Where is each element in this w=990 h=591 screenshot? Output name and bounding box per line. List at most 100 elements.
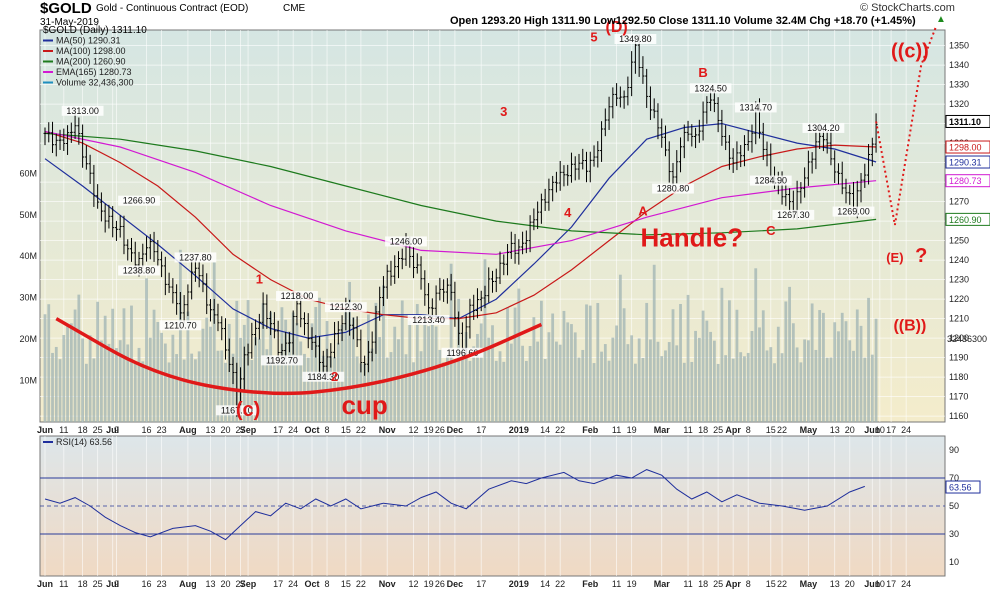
volume-bar — [806, 340, 810, 422]
x-tick-label: Oct — [304, 425, 319, 435]
volume-bar — [393, 326, 397, 422]
volume-bar — [690, 361, 694, 422]
volume-bar — [600, 351, 603, 422]
volume-bar — [412, 362, 415, 422]
volume-bar — [596, 302, 600, 422]
volume-bar — [306, 357, 310, 422]
volume-bar — [852, 350, 855, 422]
volume-bar — [382, 285, 385, 422]
price-tick-label: 1160 — [949, 411, 968, 421]
volume-bar — [626, 344, 630, 422]
volume-bar — [679, 303, 682, 422]
x-tick-label: Jun — [37, 425, 53, 435]
value-tag — [945, 155, 990, 169]
x-tick-label: 24 — [901, 425, 911, 435]
price-tick-label: 1230 — [949, 275, 969, 285]
volume-bar — [212, 262, 216, 422]
volume-bar — [62, 335, 66, 422]
stockcharts-watermark: © StockCharts.com — [860, 2, 955, 14]
volume-bar — [551, 313, 555, 422]
wave-annotation: ((c)) — [891, 40, 929, 62]
volume-bar — [163, 343, 167, 422]
volume-bar — [822, 312, 825, 422]
value-tag — [945, 114, 990, 128]
volume-bar — [829, 357, 833, 422]
value-tag — [945, 212, 990, 226]
volume-bar — [735, 309, 739, 422]
volume-bar — [449, 263, 453, 422]
volume-bar — [427, 326, 430, 422]
volume-bar — [637, 338, 641, 422]
volume-bar — [54, 346, 58, 422]
volume-bar — [389, 352, 393, 422]
price-label-bg — [689, 83, 732, 94]
wave-annotation: 2 — [331, 369, 338, 384]
x-tick-label: 9 — [114, 425, 119, 435]
volume-bar — [712, 340, 716, 422]
volume-bar — [137, 347, 141, 422]
price-label-bg — [302, 371, 345, 382]
volume-bar — [656, 341, 660, 422]
volume-bar — [498, 351, 502, 422]
volume-bar — [419, 351, 423, 422]
volume-bar — [776, 326, 780, 422]
x-tick-label: Dec — [447, 425, 464, 435]
value-tag — [945, 174, 990, 188]
volume-bar — [51, 352, 54, 422]
chart-name: Gold - Continuous Contract (EOD) — [96, 3, 249, 14]
volume-bar — [122, 308, 126, 422]
volume-bar — [562, 310, 566, 422]
rsi-x-tick-label: 11 — [612, 579, 621, 589]
x-tick-label: 12 — [409, 425, 419, 435]
rsi-x-tick-label: Mar — [654, 579, 671, 589]
volume-bar — [92, 358, 96, 422]
wave-annotation: cup — [342, 390, 388, 420]
volume-tick-label: 10M — [19, 376, 37, 386]
volume-bar — [348, 281, 352, 422]
volume-bar — [577, 357, 581, 422]
x-tick-label: 27 — [236, 425, 246, 435]
x-tick-label: 11 — [59, 425, 68, 435]
volume-bar — [363, 363, 367, 422]
volume-bar — [314, 307, 318, 422]
volume-bar — [479, 323, 483, 422]
wave-annotation: 1 — [256, 272, 263, 287]
x-tick-label: Feb — [582, 425, 599, 435]
volume-bar — [581, 349, 585, 422]
volume-bar — [709, 331, 713, 422]
x-tick-label: 19 — [424, 425, 434, 435]
x-tick-label: 22 — [356, 425, 366, 435]
rsi-x-tick-label: 22 — [777, 579, 787, 589]
volume-bar — [100, 340, 103, 422]
volume-bar — [295, 322, 299, 422]
volume-bar — [408, 321, 412, 422]
legend-entry: MA(100) 1298.00 — [56, 46, 126, 56]
wave-annotation: ? — [915, 245, 927, 267]
legend-entry: $GOLD (Daily) 1311.10 — [43, 25, 147, 36]
legend-entry: MA(200) 1260.90 — [56, 57, 126, 67]
volume-bar — [175, 354, 179, 422]
volume-bar — [848, 340, 852, 422]
volume-bar — [697, 337, 701, 422]
volume-bar — [321, 355, 325, 422]
x-tick-label: 16 — [142, 425, 152, 435]
rsi-x-tick-label: 11 — [59, 579, 68, 589]
volume-bar — [423, 314, 427, 422]
x-tick-label: Jul — [106, 425, 119, 435]
value-tag-label: 1311.10 — [949, 117, 981, 127]
volume-bar — [88, 335, 92, 422]
volume-bar — [303, 353, 306, 422]
rsi-x-tick-label: 14 — [540, 579, 550, 589]
volume-bar — [201, 328, 205, 422]
volume-bar — [378, 337, 382, 422]
rsi-x-tick-label: Jun — [864, 579, 880, 589]
x-tick-label: 20 — [845, 425, 855, 435]
volume-bar — [468, 360, 472, 422]
volume-bar — [336, 342, 340, 422]
volume-bar — [370, 348, 374, 422]
x-tick-label: 19 — [627, 425, 637, 435]
wave-annotation: (c) — [236, 399, 260, 421]
rsi-x-tick-label: 23 — [157, 579, 167, 589]
x-tick-label: 14 — [540, 425, 550, 435]
volume-bar — [833, 322, 837, 422]
